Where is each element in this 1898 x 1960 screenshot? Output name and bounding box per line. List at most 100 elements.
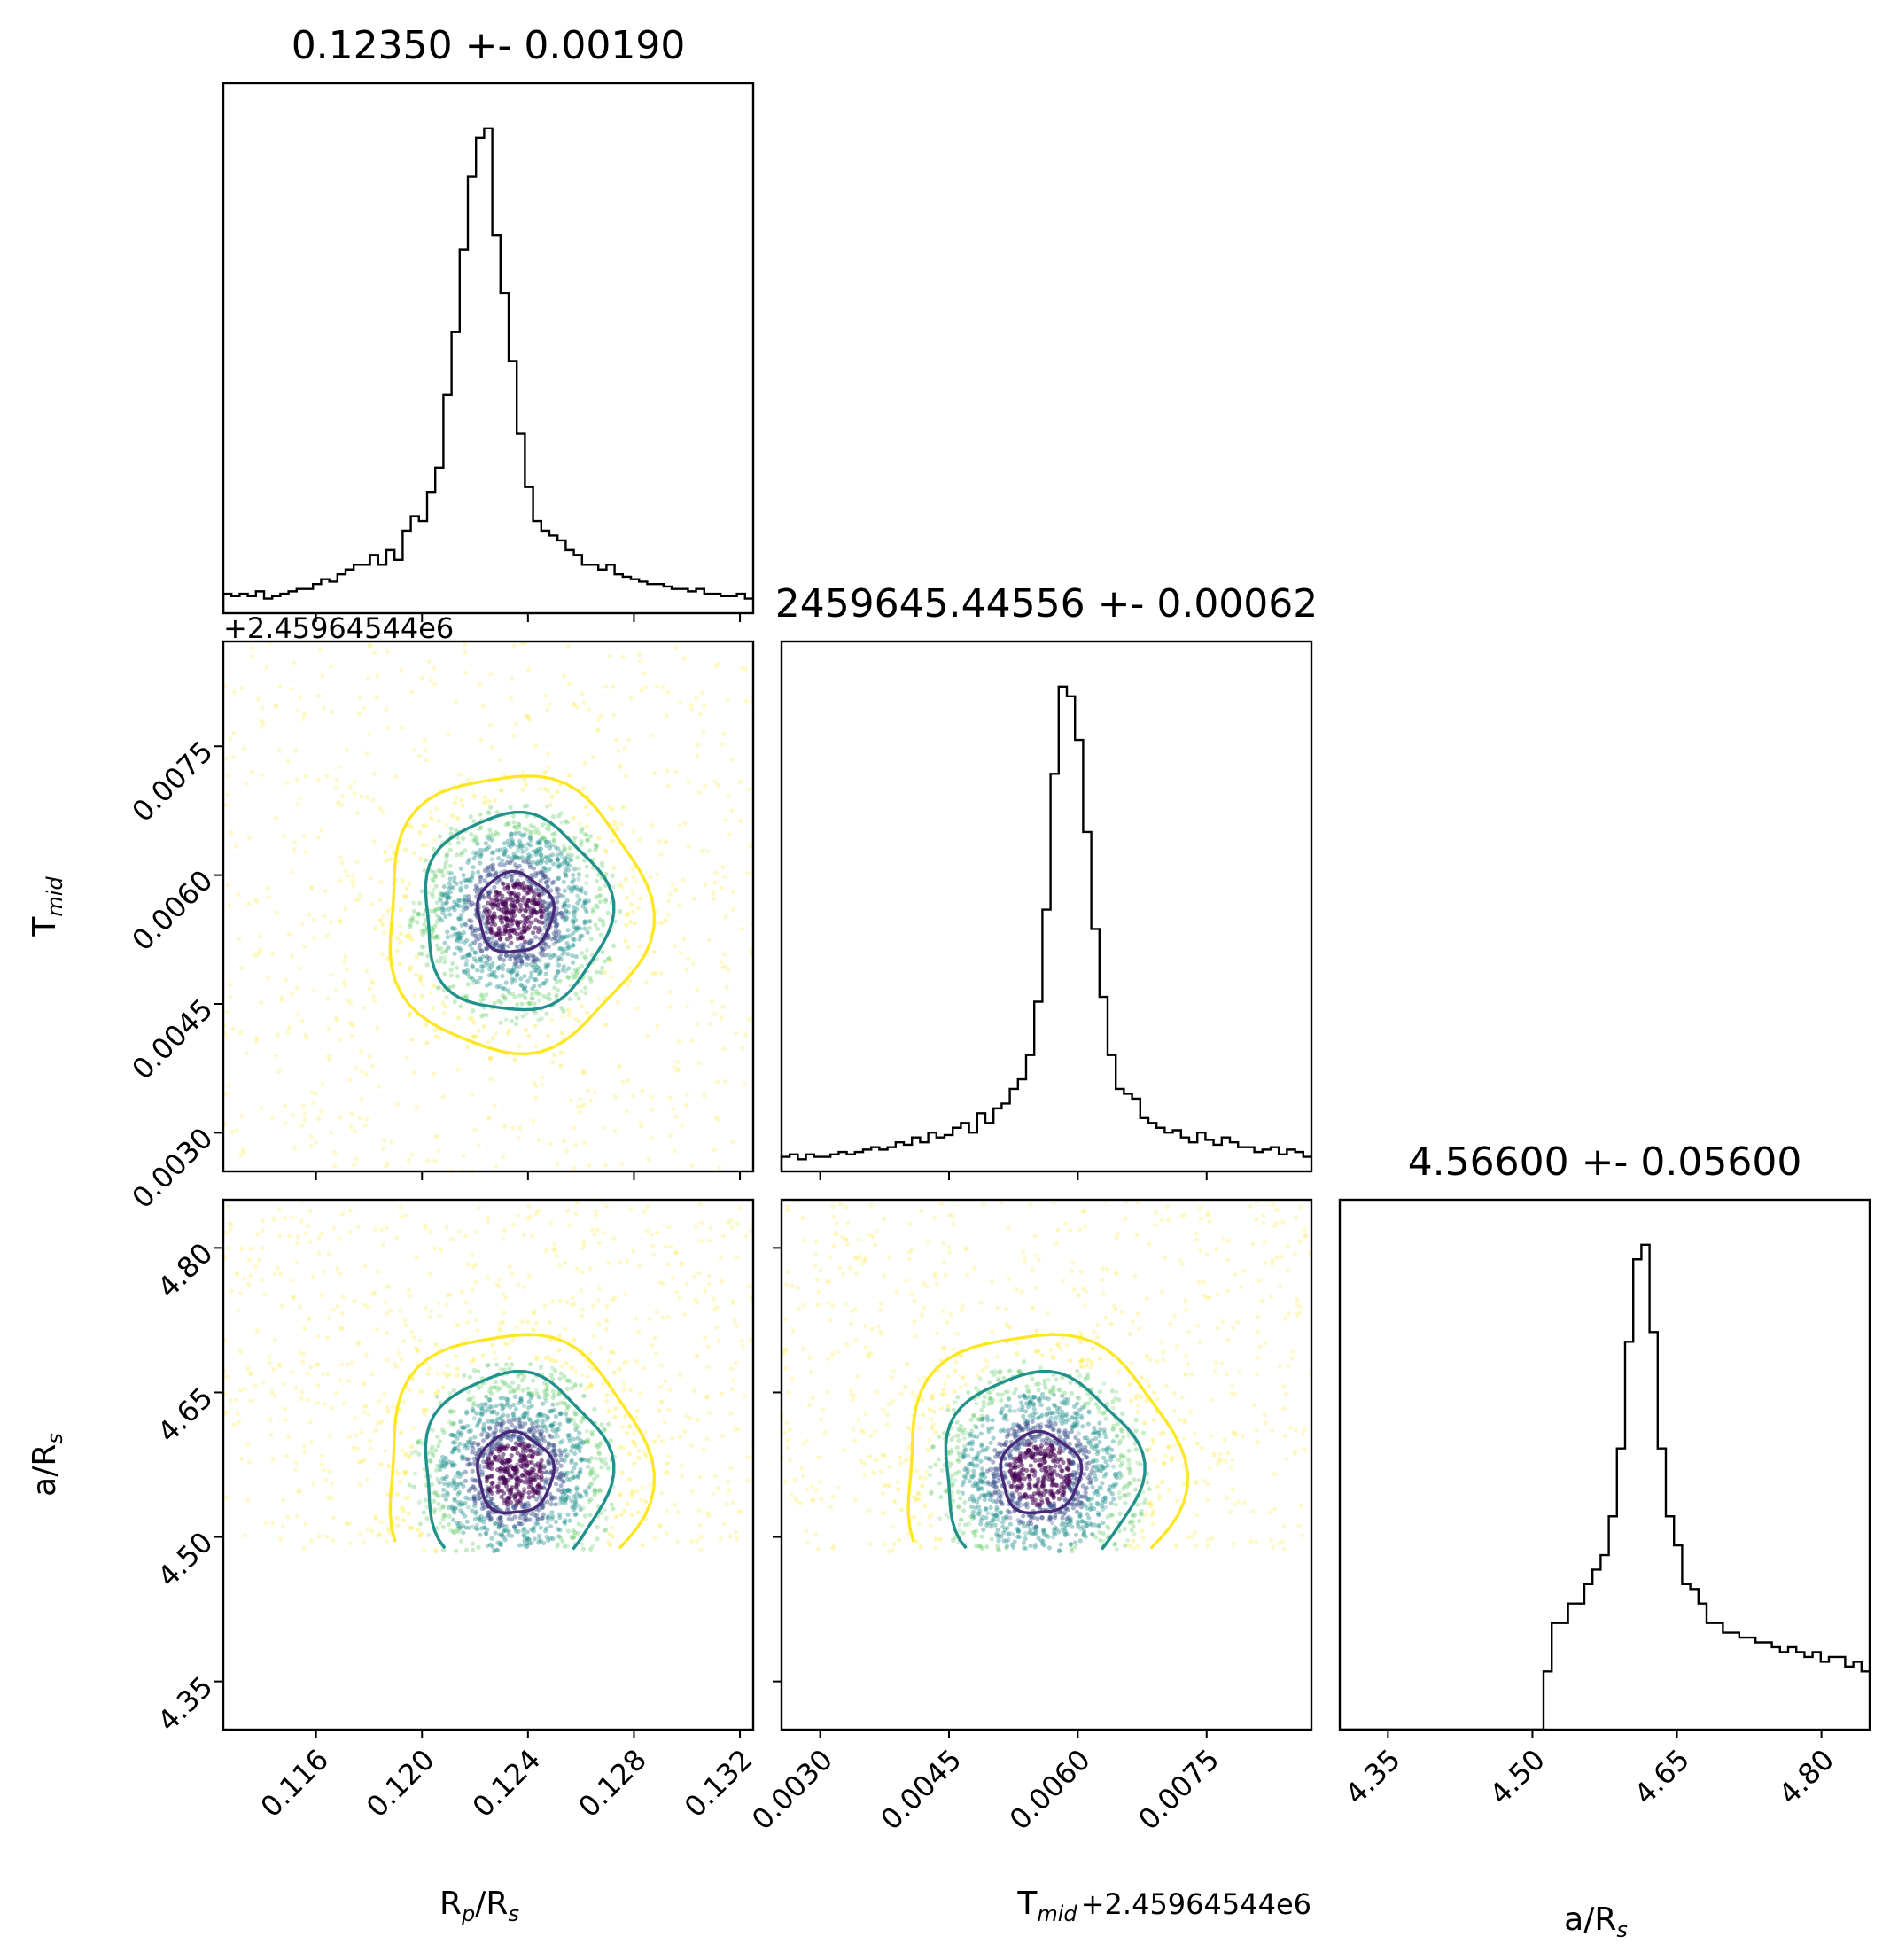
scatter-point: [579, 1004, 584, 1009]
scatter-point: [558, 1451, 564, 1456]
scatter-point: [634, 1416, 640, 1421]
scatter-point: [516, 958, 521, 963]
scatter-point: [366, 1412, 371, 1418]
scatter-point: [518, 982, 524, 987]
scatter-point: [228, 1226, 233, 1233]
scatter-point: [452, 951, 457, 956]
scatter-point: [429, 815, 434, 821]
scatter-point: [299, 1124, 305, 1129]
scatter-point: [478, 812, 483, 817]
scatter-point: [484, 992, 489, 998]
scatter-point: [420, 823, 426, 828]
scatter-point: [689, 1489, 695, 1494]
scatter-point: [270, 951, 276, 957]
scatter-point: [556, 912, 562, 917]
scatter-point: [539, 870, 544, 875]
scatter-point: [1021, 1523, 1027, 1528]
scatter-point: [533, 829, 538, 835]
scatter-point: [316, 1250, 322, 1256]
scatter-point: [529, 938, 534, 944]
scatter-point: [1122, 1527, 1127, 1532]
scatter-point: [493, 942, 498, 947]
scatter-point: [738, 779, 743, 784]
scatter-point: [283, 1406, 288, 1412]
scatter-point: [411, 1069, 416, 1076]
scatter-point: [485, 929, 490, 935]
scatter-point: [225, 773, 230, 778]
scatter-point: [587, 925, 592, 930]
scatter-point: [712, 1147, 718, 1153]
scatter-point: [419, 944, 424, 949]
scatter-point: [492, 797, 497, 803]
scatter-point: [548, 1017, 555, 1023]
scatter-point: [442, 865, 447, 870]
scatter-point: [308, 1134, 314, 1139]
scatter-point: [329, 920, 334, 925]
scatter-point: [570, 1444, 575, 1450]
scatter-point: [478, 825, 484, 830]
scatter-point: [308, 1440, 314, 1445]
scatter-point: [650, 971, 655, 976]
scatter-point: [525, 956, 531, 961]
scatter-point: [554, 906, 559, 911]
scatter-point: [523, 984, 528, 990]
scatter-point: [452, 1440, 457, 1445]
scatter-point: [512, 961, 517, 967]
scatter-point: [697, 1202, 703, 1207]
scatter-point: [265, 885, 270, 891]
scatter-point: [632, 921, 638, 926]
scatter-point: [551, 1248, 556, 1253]
scatter-point: [526, 1485, 532, 1490]
scatter-point: [555, 890, 560, 895]
scatter-point: [572, 1383, 578, 1388]
scatter-point: [559, 910, 564, 916]
scatter-point: [494, 939, 499, 945]
scatter-point: [636, 1263, 642, 1268]
scatter-point: [712, 1011, 718, 1016]
scatter-point: [636, 1455, 642, 1460]
scatter-point: [639, 1124, 644, 1129]
scatter-point: [583, 900, 588, 906]
scatter-point: [603, 1515, 609, 1521]
scatter-point: [435, 1371, 440, 1376]
scatter-point: [496, 926, 502, 931]
scatter-point: [525, 898, 531, 903]
scatter-point: [575, 924, 580, 930]
scatter-point: [599, 1422, 604, 1427]
scatter-point: [619, 1470, 625, 1475]
scatter-point: [369, 1063, 376, 1069]
scatter-point: [485, 1431, 490, 1436]
scatter-point: [304, 1035, 309, 1041]
scatter-point: [367, 1054, 372, 1060]
scatter-point: [486, 1116, 492, 1121]
scatter-point: [490, 867, 496, 872]
scatter-point: [473, 834, 478, 839]
scatter-point: [510, 968, 516, 973]
scatter-point: [514, 973, 519, 978]
scatter-point: [448, 871, 454, 876]
scatter-point: [649, 1135, 654, 1141]
scatter-point: [468, 975, 473, 980]
scatter-point: [468, 1461, 473, 1466]
scatter-point: [368, 875, 373, 881]
scatter-point: [497, 757, 502, 762]
scatter-point: [299, 1389, 305, 1395]
scatter-point: [462, 1445, 468, 1451]
scatter-point: [436, 818, 441, 823]
scatter-point: [471, 792, 477, 797]
scatter-point: [325, 996, 331, 1001]
scatter-point: [552, 976, 558, 982]
scatter-point: [593, 922, 598, 928]
scatter-point: [474, 1033, 479, 1039]
scatter-point: [536, 998, 542, 1003]
scatter-point: [362, 1264, 368, 1269]
scatter-point: [992, 1522, 998, 1528]
scatter-point: [520, 1448, 526, 1454]
scatter-point: [411, 1335, 416, 1341]
scatter-point: [478, 998, 484, 1004]
scatter-point: [476, 1442, 481, 1447]
scatter-point: [408, 917, 414, 922]
scatter-point: [486, 962, 492, 968]
scatter-point: [517, 954, 524, 961]
scatter-point: [328, 972, 334, 977]
